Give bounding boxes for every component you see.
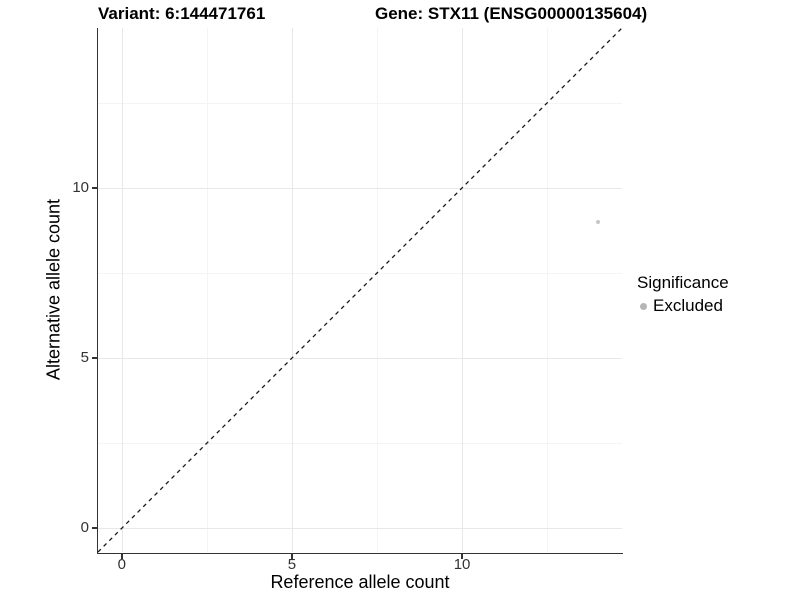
gridline-major-v	[291, 28, 293, 552]
y-tick-mark	[92, 187, 97, 189]
gene-title: Gene: STX11 (ENSG00000135604)	[375, 4, 648, 23]
legend: Significance Excluded	[637, 272, 729, 316]
y-tick-mark	[92, 357, 97, 359]
identity-line-svg	[97, 27, 623, 553]
x-tick-mark	[291, 554, 293, 559]
x-axis-title: Reference allele count	[270, 572, 450, 592]
gridline-minor-h	[98, 443, 622, 445]
data-point	[596, 219, 601, 224]
gridline-major-h	[98, 187, 622, 189]
x-axis-line	[96, 552, 623, 554]
gridline-major-v	[121, 28, 123, 552]
y-tick-mark	[92, 527, 97, 529]
gridline-minor-v	[377, 28, 378, 552]
x-tick-label: 5	[287, 556, 297, 573]
y-tick-label: 5	[80, 349, 89, 367]
legend-item-excluded: Excluded	[637, 295, 729, 316]
gridline-major-h	[98, 358, 622, 360]
variant-title: Variant: 6:144471761	[98, 4, 266, 23]
gridline-minor-v	[206, 28, 208, 552]
x-tick-label: 10	[453, 556, 471, 573]
y-tick-label: 0	[80, 519, 89, 537]
excluded-dot-icon	[640, 303, 647, 310]
legend-title: Significance	[637, 273, 729, 292]
x-tick-label: 0	[117, 556, 126, 573]
x-tick-mark	[121, 554, 123, 559]
gridline-minor-h	[98, 102, 622, 104]
identity-dashed-line	[97, 27, 623, 553]
gridline-minor-v	[547, 28, 549, 552]
gridline-minor-h	[98, 272, 622, 274]
y-axis-line	[96, 28, 98, 554]
gridline-major-v	[462, 28, 464, 552]
y-tick-label: 10	[72, 178, 89, 196]
x-tick-mark	[461, 554, 463, 559]
gridline-major-h	[98, 528, 622, 530]
legend-item-label: Excluded	[653, 296, 723, 315]
plot-panel	[97, 27, 623, 553]
